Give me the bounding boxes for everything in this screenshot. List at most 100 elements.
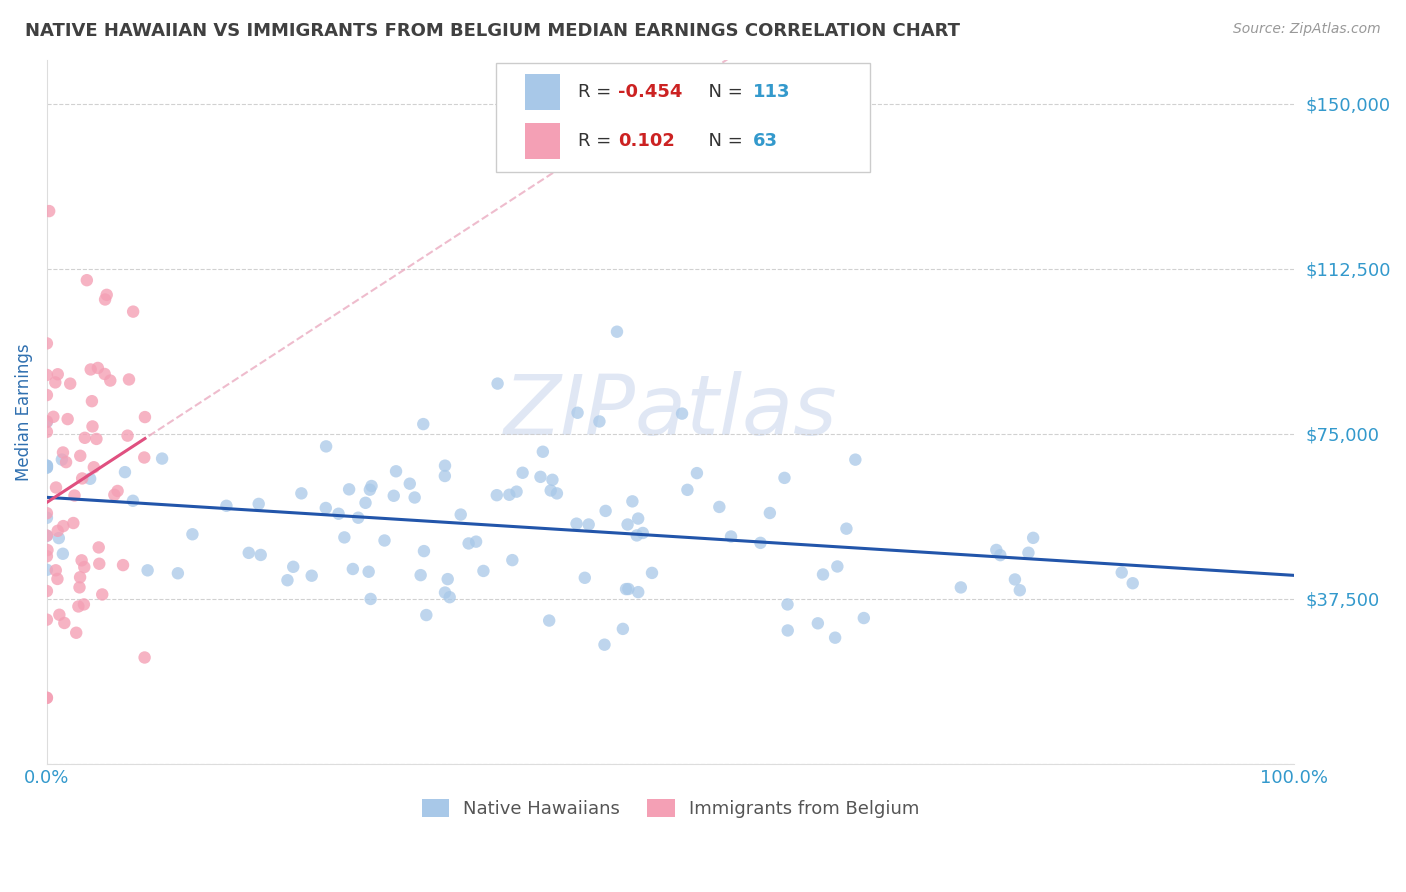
Point xyxy=(342,562,364,576)
Point xyxy=(53,615,76,630)
Point xyxy=(283,559,305,574)
Point xyxy=(360,479,382,493)
Point xyxy=(181,527,204,541)
Text: 0.102: 0.102 xyxy=(619,132,675,150)
Point xyxy=(52,445,75,459)
Point xyxy=(614,582,637,596)
Point xyxy=(512,466,534,480)
Point xyxy=(103,488,125,502)
Point xyxy=(80,394,103,409)
Point xyxy=(118,372,141,386)
Point xyxy=(567,406,589,420)
Text: ZIPatlas: ZIPatlas xyxy=(503,371,838,452)
Point xyxy=(56,412,79,426)
Point xyxy=(73,560,96,574)
Point xyxy=(134,410,156,425)
Point xyxy=(852,611,875,625)
Point xyxy=(531,444,554,458)
Point xyxy=(44,376,66,390)
Point xyxy=(439,591,461,605)
Point xyxy=(35,613,58,627)
FancyBboxPatch shape xyxy=(496,63,870,172)
Point xyxy=(117,428,139,442)
Point xyxy=(617,582,640,596)
Point xyxy=(65,625,87,640)
Point xyxy=(776,598,799,612)
Point xyxy=(409,568,432,582)
Point xyxy=(35,584,58,599)
Point xyxy=(450,508,472,522)
Point xyxy=(546,486,568,500)
Point xyxy=(35,368,58,382)
Point xyxy=(359,483,381,497)
Point xyxy=(37,543,59,558)
Point xyxy=(35,690,58,705)
Point xyxy=(404,491,426,505)
Point xyxy=(276,573,298,587)
Point xyxy=(686,466,709,480)
Point xyxy=(1008,583,1031,598)
Point xyxy=(167,566,190,581)
Point xyxy=(328,507,350,521)
Point xyxy=(385,464,408,478)
Point xyxy=(70,553,93,567)
Point xyxy=(86,432,108,446)
Point xyxy=(35,459,58,474)
Point xyxy=(626,528,648,542)
Point xyxy=(574,571,596,585)
FancyBboxPatch shape xyxy=(524,123,560,159)
Point xyxy=(612,622,634,636)
Point xyxy=(501,553,523,567)
Point xyxy=(472,564,495,578)
Point xyxy=(35,425,58,439)
Point xyxy=(529,470,551,484)
Point xyxy=(107,483,129,498)
Point xyxy=(112,558,135,573)
Point xyxy=(62,516,84,530)
Text: 63: 63 xyxy=(754,132,778,150)
Text: Source: ZipAtlas.com: Source: ZipAtlas.com xyxy=(1233,22,1381,37)
Point xyxy=(360,591,382,606)
Point xyxy=(949,581,972,595)
Point xyxy=(35,528,58,542)
Point xyxy=(52,547,75,561)
Point xyxy=(505,484,527,499)
Point xyxy=(93,367,115,381)
Point xyxy=(35,690,58,705)
Point xyxy=(35,336,58,351)
Point xyxy=(51,452,73,467)
Point xyxy=(238,546,260,560)
Point xyxy=(415,608,437,623)
Point xyxy=(759,506,782,520)
Point xyxy=(1004,573,1026,587)
Text: R =: R = xyxy=(578,83,617,101)
Point xyxy=(627,585,650,599)
Point xyxy=(46,572,69,586)
Point xyxy=(35,458,58,473)
Point xyxy=(486,376,509,391)
Point xyxy=(593,638,616,652)
Point xyxy=(616,517,638,532)
Point xyxy=(807,616,830,631)
Point xyxy=(1022,531,1045,545)
Point xyxy=(35,460,58,475)
Point xyxy=(588,414,610,428)
Point xyxy=(38,204,60,219)
Point xyxy=(35,460,58,475)
Point xyxy=(69,570,91,584)
Point xyxy=(824,631,846,645)
Point xyxy=(433,585,456,599)
Point xyxy=(412,417,434,431)
Point xyxy=(538,614,561,628)
Point xyxy=(541,473,564,487)
Text: N =: N = xyxy=(697,132,748,150)
Legend: Native Hawaiians, Immigrants from Belgium: Native Hawaiians, Immigrants from Belgiu… xyxy=(415,791,927,825)
Point xyxy=(35,458,58,473)
Point xyxy=(676,483,699,497)
Text: N =: N = xyxy=(697,83,748,101)
Point xyxy=(69,580,91,594)
Point xyxy=(89,557,111,571)
Point xyxy=(1122,576,1144,591)
Y-axis label: Median Earnings: Median Earnings xyxy=(15,343,32,481)
Point xyxy=(134,650,156,665)
